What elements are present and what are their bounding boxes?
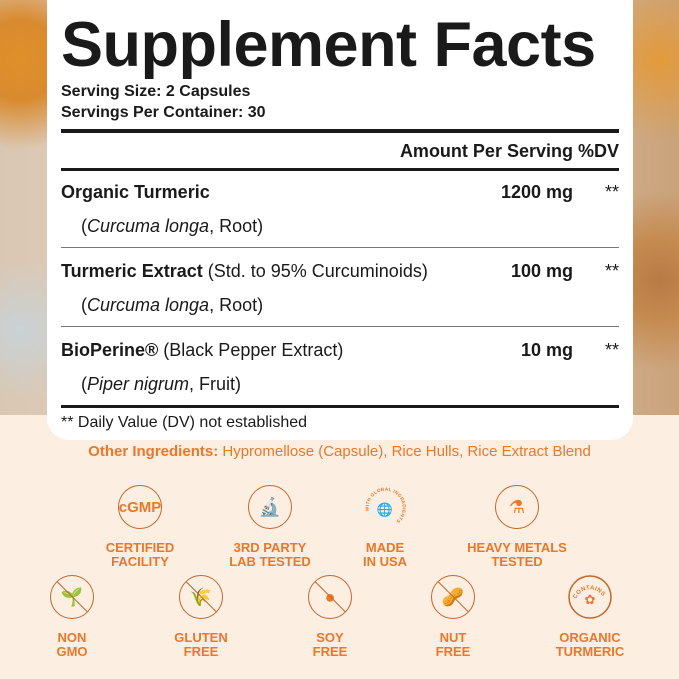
source-part: , Fruit) xyxy=(189,374,242,394)
badge-glyph: ✿ xyxy=(584,592,596,607)
non-gmo-icon: 🌱 xyxy=(50,575,94,619)
badge-label: MADE IN USA xyxy=(325,541,445,569)
ingredient-amount: 100 mg xyxy=(510,261,573,281)
gluten-free-icon: 🌾 xyxy=(179,575,223,619)
dv-header: %DV xyxy=(577,141,619,161)
badge-nut-free: 🥜 NUT FREE xyxy=(393,575,513,659)
ring-text: WITH GLOBAL INGREDIENTS xyxy=(365,487,407,525)
badge-label-line: LAB TESTED xyxy=(229,554,311,569)
usa-globe-icon: WITH GLOBAL INGREDIENTS 🌐 xyxy=(363,485,407,529)
divider xyxy=(61,247,619,248)
badge-glyph: cGMP xyxy=(118,498,162,516)
badge-label-line: NUT xyxy=(439,630,467,645)
badge-label-line: NON xyxy=(57,630,87,645)
ingredient-detail: (Black Pepper Extract) xyxy=(158,340,344,360)
badge-label-line: FREE xyxy=(312,644,348,659)
badge-label-line: FREE xyxy=(435,644,471,659)
flask-check-icon: ⚗ xyxy=(495,485,539,529)
source-part: , Root) xyxy=(209,216,264,236)
ingredient-name: Turmeric Extract xyxy=(61,261,203,281)
badge-label-line: MADE xyxy=(365,540,405,555)
badge-usa-globe: WITH GLOBAL INGREDIENTS 🌐 MADE IN USA xyxy=(325,485,445,569)
badge-turmeric: CONTAINS ✿ ORGANIC TURMERIC xyxy=(530,575,650,659)
badge-label: NUT FREE xyxy=(393,631,513,659)
badge-label-line: GMO xyxy=(56,644,88,659)
ingredient-detail: (Std. to 95% Curcuminoids) xyxy=(202,261,428,281)
badge-glyph: 🌱 xyxy=(60,586,84,607)
amount-header: Amount Per Serving xyxy=(399,141,573,161)
serving-size: Serving Size: 2 Capsules xyxy=(61,83,251,100)
servings-per-container: Servings Per Container: 30 xyxy=(61,104,266,121)
badge-glyph: 🌐 xyxy=(376,502,394,517)
badge-label-line: ORGANIC xyxy=(559,630,621,645)
ingredient-amount: 10 mg xyxy=(520,340,573,360)
badge-label: SOY FREE xyxy=(270,631,390,659)
badge-label-line: FACILITY xyxy=(111,554,169,569)
badge-glyph: 🌾 xyxy=(189,586,213,607)
badge-label-line: SOY xyxy=(316,630,344,645)
page-title: Supplement Facts xyxy=(61,10,596,80)
ingredient-amount: 1200 mg xyxy=(500,182,573,202)
badge-microscope: 🔬 3RD PARTY LAB TESTED xyxy=(210,485,330,569)
svg-text:WITH GLOBAL INGREDIENTS: WITH GLOBAL INGREDIENTS xyxy=(365,487,407,525)
source-species: Curcuma longa xyxy=(87,295,210,315)
divider xyxy=(61,405,619,408)
badge-gluten-free: 🌾 GLUTEN FREE xyxy=(141,575,261,659)
badge-label: GLUTEN FREE xyxy=(141,631,261,659)
supplement-facts-panel: Supplement Facts Serving Size: 2 Capsule… xyxy=(47,0,633,440)
badge-label-line: TURMERIC xyxy=(555,644,625,659)
ring-text: CONTAINS xyxy=(572,585,605,600)
badge-label: 3RD PARTY LAB TESTED xyxy=(210,541,330,569)
badge-label: CERTIFIED FACILITY xyxy=(80,541,200,569)
ingredient-name: Organic Turmeric xyxy=(61,182,210,202)
soy-free-icon: ● xyxy=(308,575,352,619)
badge-glyph: ⚗ xyxy=(508,496,526,517)
microscope-icon: 🔬 xyxy=(248,485,292,529)
badge-label: HEAVY METALS TESTED xyxy=(457,541,577,569)
badge-label-line: 3RD PARTY xyxy=(233,540,307,555)
badge-label: NON GMO xyxy=(12,631,132,659)
badge-cgmp: cGMP CERTIFIED FACILITY xyxy=(80,485,200,569)
ingredient-row: BioPerine® (Black Pepper Extract) 10 mg *… xyxy=(61,340,619,394)
ingredient-row: Turmeric Extract (Std. to 95% Curcuminoi… xyxy=(61,261,619,315)
ingredient-dv: ** xyxy=(604,182,619,202)
badge-label-line: GLUTEN xyxy=(174,630,228,645)
ingredient-dv: ** xyxy=(604,340,619,360)
footnote: ** Daily Value (DV) not established xyxy=(61,414,308,431)
badge-label-line: CERTIFIED xyxy=(105,540,175,555)
badge-soy-free: ● SOY FREE xyxy=(270,575,390,659)
ring-text-arc: CONTAINS xyxy=(568,575,612,619)
other-ingredients-value: Hypromellose (Capsule), Rice Hulls, Rice… xyxy=(218,443,591,460)
badge-label-line: HEAVY METALS xyxy=(467,540,567,555)
source-species: Piper nigrum xyxy=(87,374,190,394)
other-ingredients-label: Other Ingredients: xyxy=(88,443,219,460)
badge-glyph: ● xyxy=(324,586,336,607)
divider xyxy=(61,326,619,327)
badge-non-gmo: 🌱 NON GMO xyxy=(12,575,132,659)
ingredient-row: Organic Turmeric 1200 mg ** (Curcuma long… xyxy=(61,182,619,236)
nut-free-icon: 🥜 xyxy=(431,575,475,619)
turmeric-icon: CONTAINS ✿ xyxy=(568,575,612,619)
divider xyxy=(61,129,619,133)
ingredient-name: BioPerine® xyxy=(61,340,159,360)
ring-text-arc: WITH GLOBAL INGREDIENTS xyxy=(365,487,407,525)
badge-flask-check: ⚗ HEAVY METALS TESTED xyxy=(457,485,577,569)
badge-glyph: 🔬 xyxy=(258,496,282,517)
badge-label: ORGANIC TURMERIC xyxy=(530,631,650,659)
source-part: , Root) xyxy=(209,295,264,315)
badge-label-line: FREE xyxy=(183,644,219,659)
svg-text:CONTAINS: CONTAINS xyxy=(572,585,606,600)
divider xyxy=(61,168,619,171)
table-header: Amount Per Serving %DV xyxy=(61,133,619,168)
badge-label-line: TESTED xyxy=(491,554,543,569)
ingredient-dv: ** xyxy=(604,261,619,281)
cgmp-icon: cGMP xyxy=(118,485,162,529)
source-species: Curcuma longa xyxy=(87,216,210,236)
badge-glyph: 🥜 xyxy=(441,586,465,607)
other-ingredients: Other Ingredients: Hypromellose (Capsule… xyxy=(0,443,679,460)
badge-label-line: IN USA xyxy=(362,554,408,569)
